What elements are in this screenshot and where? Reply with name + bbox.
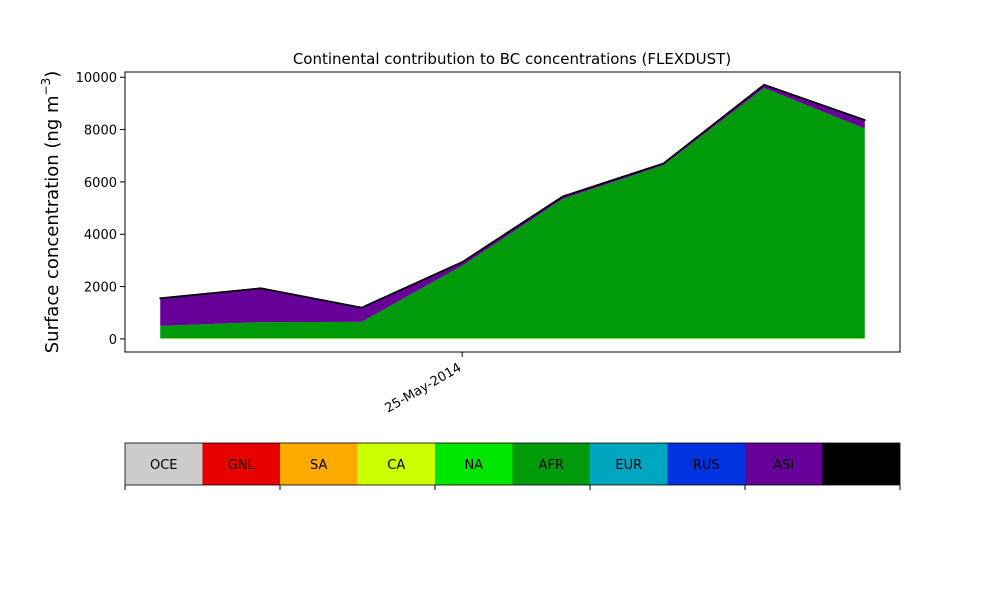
y-tick-label: 0 <box>109 333 117 348</box>
x-axis: 25-May-2014 <box>382 352 464 416</box>
legend-label-ca: CA <box>387 458 405 473</box>
x-tick-label: 25-May-2014 <box>382 360 464 416</box>
area-ca <box>160 338 865 339</box>
area-afr <box>160 87 865 339</box>
legend-label-sa: SA <box>310 458 327 473</box>
legend-swatch-eur <box>590 443 668 485</box>
plot-frame <box>124 71 901 353</box>
legend-swatch-na <box>435 443 513 485</box>
area-aus <box>159 83 866 309</box>
legend-label-afr: AFR <box>539 458 564 473</box>
legend-swatch-rus <box>667 443 745 485</box>
legend-swatch-gnl <box>202 443 280 485</box>
y-tick-label: 10000 <box>76 71 117 86</box>
legend-label-oce: OCE <box>150 458 178 473</box>
y-tick-label: 4000 <box>84 228 117 243</box>
legend-label-eur: EUR <box>615 458 642 473</box>
legend-swatch-ca <box>357 443 435 485</box>
legend-frame <box>124 442 901 486</box>
y-axis: 0 2000 4000 6000 8000 10000 <box>76 71 125 348</box>
region-legend: OCE GNL SA CA NA AFR EUR RUS ASI AUS <box>124 442 901 490</box>
legend-label-aus: AUS <box>848 458 875 473</box>
legend-label-gnl: GNL <box>228 458 256 473</box>
y-tick-label: 8000 <box>84 124 117 139</box>
legend-label-rus: RUS <box>693 458 720 473</box>
plot-area <box>159 83 866 339</box>
legend-label-asi: ASI <box>773 458 794 473</box>
legend-swatch-afr <box>512 443 590 485</box>
y-axis-label: Surface concentration (ng m−3) <box>39 71 63 354</box>
y-tick-label: 6000 <box>84 176 117 191</box>
legend-swatch-sa <box>280 443 358 485</box>
legend-swatch-oce <box>125 443 203 485</box>
y-tick-label: 2000 <box>84 281 117 296</box>
legend-label-na: NA <box>464 458 483 473</box>
legend-swatch-aus <box>822 443 900 485</box>
area-asi <box>160 84 865 326</box>
legend-swatch-asi <box>745 443 823 485</box>
chart-title: Continental contribution to BC concentra… <box>293 50 731 68</box>
